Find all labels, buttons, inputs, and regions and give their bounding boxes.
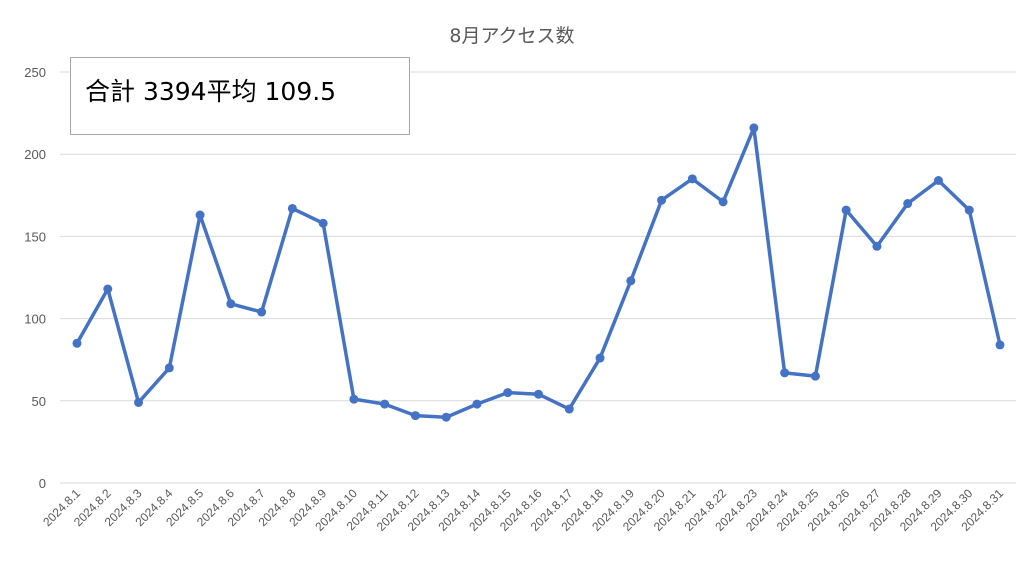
data-point xyxy=(72,338,82,348)
data-point xyxy=(718,197,728,207)
y-tick-label: 0 xyxy=(39,476,46,491)
data-point xyxy=(903,199,913,209)
data-point xyxy=(995,340,1005,350)
data-point xyxy=(687,174,697,184)
y-tick-label: 100 xyxy=(24,312,46,327)
data-point xyxy=(195,210,205,220)
data-point xyxy=(749,123,759,133)
y-tick-label: 250 xyxy=(24,65,46,80)
data-point xyxy=(441,412,451,422)
data-point xyxy=(534,389,543,399)
y-axis-ticks: 0 50 100 150 200 250 xyxy=(24,65,46,491)
series-layer xyxy=(72,123,1005,422)
data-point xyxy=(503,388,513,398)
data-point xyxy=(810,371,820,381)
y-tick-label: 150 xyxy=(24,229,46,244)
summary-box: 合計 3394平均 109.5 xyxy=(70,57,410,135)
x-axis-ticks: 2024.8.12024.8.22024.8.32024.8.42024.8.5… xyxy=(40,486,1006,534)
data-point xyxy=(349,394,359,404)
data-point xyxy=(318,218,328,228)
data-point xyxy=(134,397,144,407)
data-point xyxy=(164,363,174,373)
data-point xyxy=(626,276,636,286)
data-point xyxy=(933,176,943,186)
y-tick-label: 200 xyxy=(24,147,46,162)
summary-text: 合計 3394平均 109.5 xyxy=(85,77,337,106)
data-point xyxy=(380,399,390,409)
data-point xyxy=(964,205,974,215)
data-point xyxy=(841,205,851,215)
data-point xyxy=(226,299,236,309)
data-point xyxy=(410,411,420,421)
data-point xyxy=(595,353,605,363)
data-point xyxy=(657,195,667,205)
data-point xyxy=(872,241,882,251)
series-line xyxy=(75,126,1002,419)
gridlines xyxy=(60,71,1016,484)
data-point xyxy=(103,284,113,294)
data-point xyxy=(472,399,482,409)
data-point xyxy=(287,203,297,213)
data-point xyxy=(564,404,574,414)
chart-title: 8月アクセス数 xyxy=(449,25,574,47)
data-point xyxy=(257,307,267,317)
y-tick-label: 50 xyxy=(32,394,46,409)
data-point xyxy=(780,368,790,378)
